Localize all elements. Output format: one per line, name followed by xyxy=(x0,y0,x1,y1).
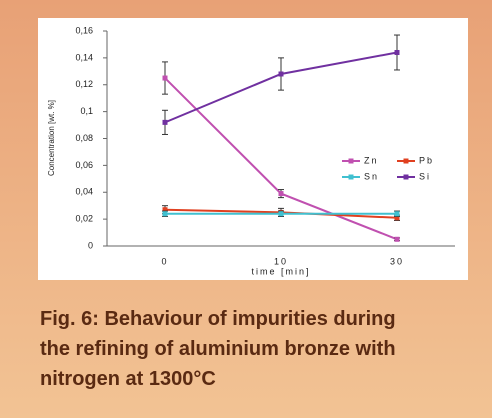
y-tick-label: 0,16 xyxy=(75,25,93,35)
caption-line: nitrogen at 1300°C xyxy=(40,368,216,390)
point xyxy=(162,119,168,125)
legend-label: Sn xyxy=(364,171,379,181)
point xyxy=(162,207,168,213)
y-tick-label: 0,06 xyxy=(75,160,93,170)
caption-line: the refining of aluminium bronze with xyxy=(40,338,396,360)
legend-label: Si xyxy=(419,171,431,181)
y-tick-label: 0,1 xyxy=(80,106,93,116)
legend-marker xyxy=(348,174,354,180)
legend-marker xyxy=(403,174,409,180)
y-tick-label: 0,14 xyxy=(75,52,93,62)
point xyxy=(394,215,400,221)
x-axis-label: time [min] xyxy=(251,266,310,276)
point xyxy=(162,211,168,217)
y-tick-label: 0,02 xyxy=(75,214,93,224)
point xyxy=(162,75,168,81)
chart-panel xyxy=(38,18,468,280)
x-tick-label: 10 xyxy=(274,256,288,266)
x-tick-label: 30 xyxy=(390,256,404,266)
point xyxy=(278,71,284,77)
y-axis-label: Concentration [wt. %] xyxy=(47,100,56,176)
y-tick-label: 0,12 xyxy=(75,79,93,89)
point xyxy=(278,191,284,197)
y-tick-label: 0 xyxy=(88,240,93,250)
y-tick-label: 0,04 xyxy=(75,187,93,197)
point xyxy=(278,211,284,217)
point xyxy=(394,50,400,55)
y-tick-label: 0,08 xyxy=(75,133,93,143)
legend-marker xyxy=(403,158,409,164)
point xyxy=(394,236,400,242)
x-tick-label: 0 xyxy=(161,256,168,266)
legend-label: Zn xyxy=(364,155,379,165)
point xyxy=(394,211,400,217)
caption-line: Fig. 6: Behaviour of impurities during xyxy=(40,308,396,330)
legend-marker xyxy=(348,158,354,164)
legend-label: Pb xyxy=(419,155,434,165)
